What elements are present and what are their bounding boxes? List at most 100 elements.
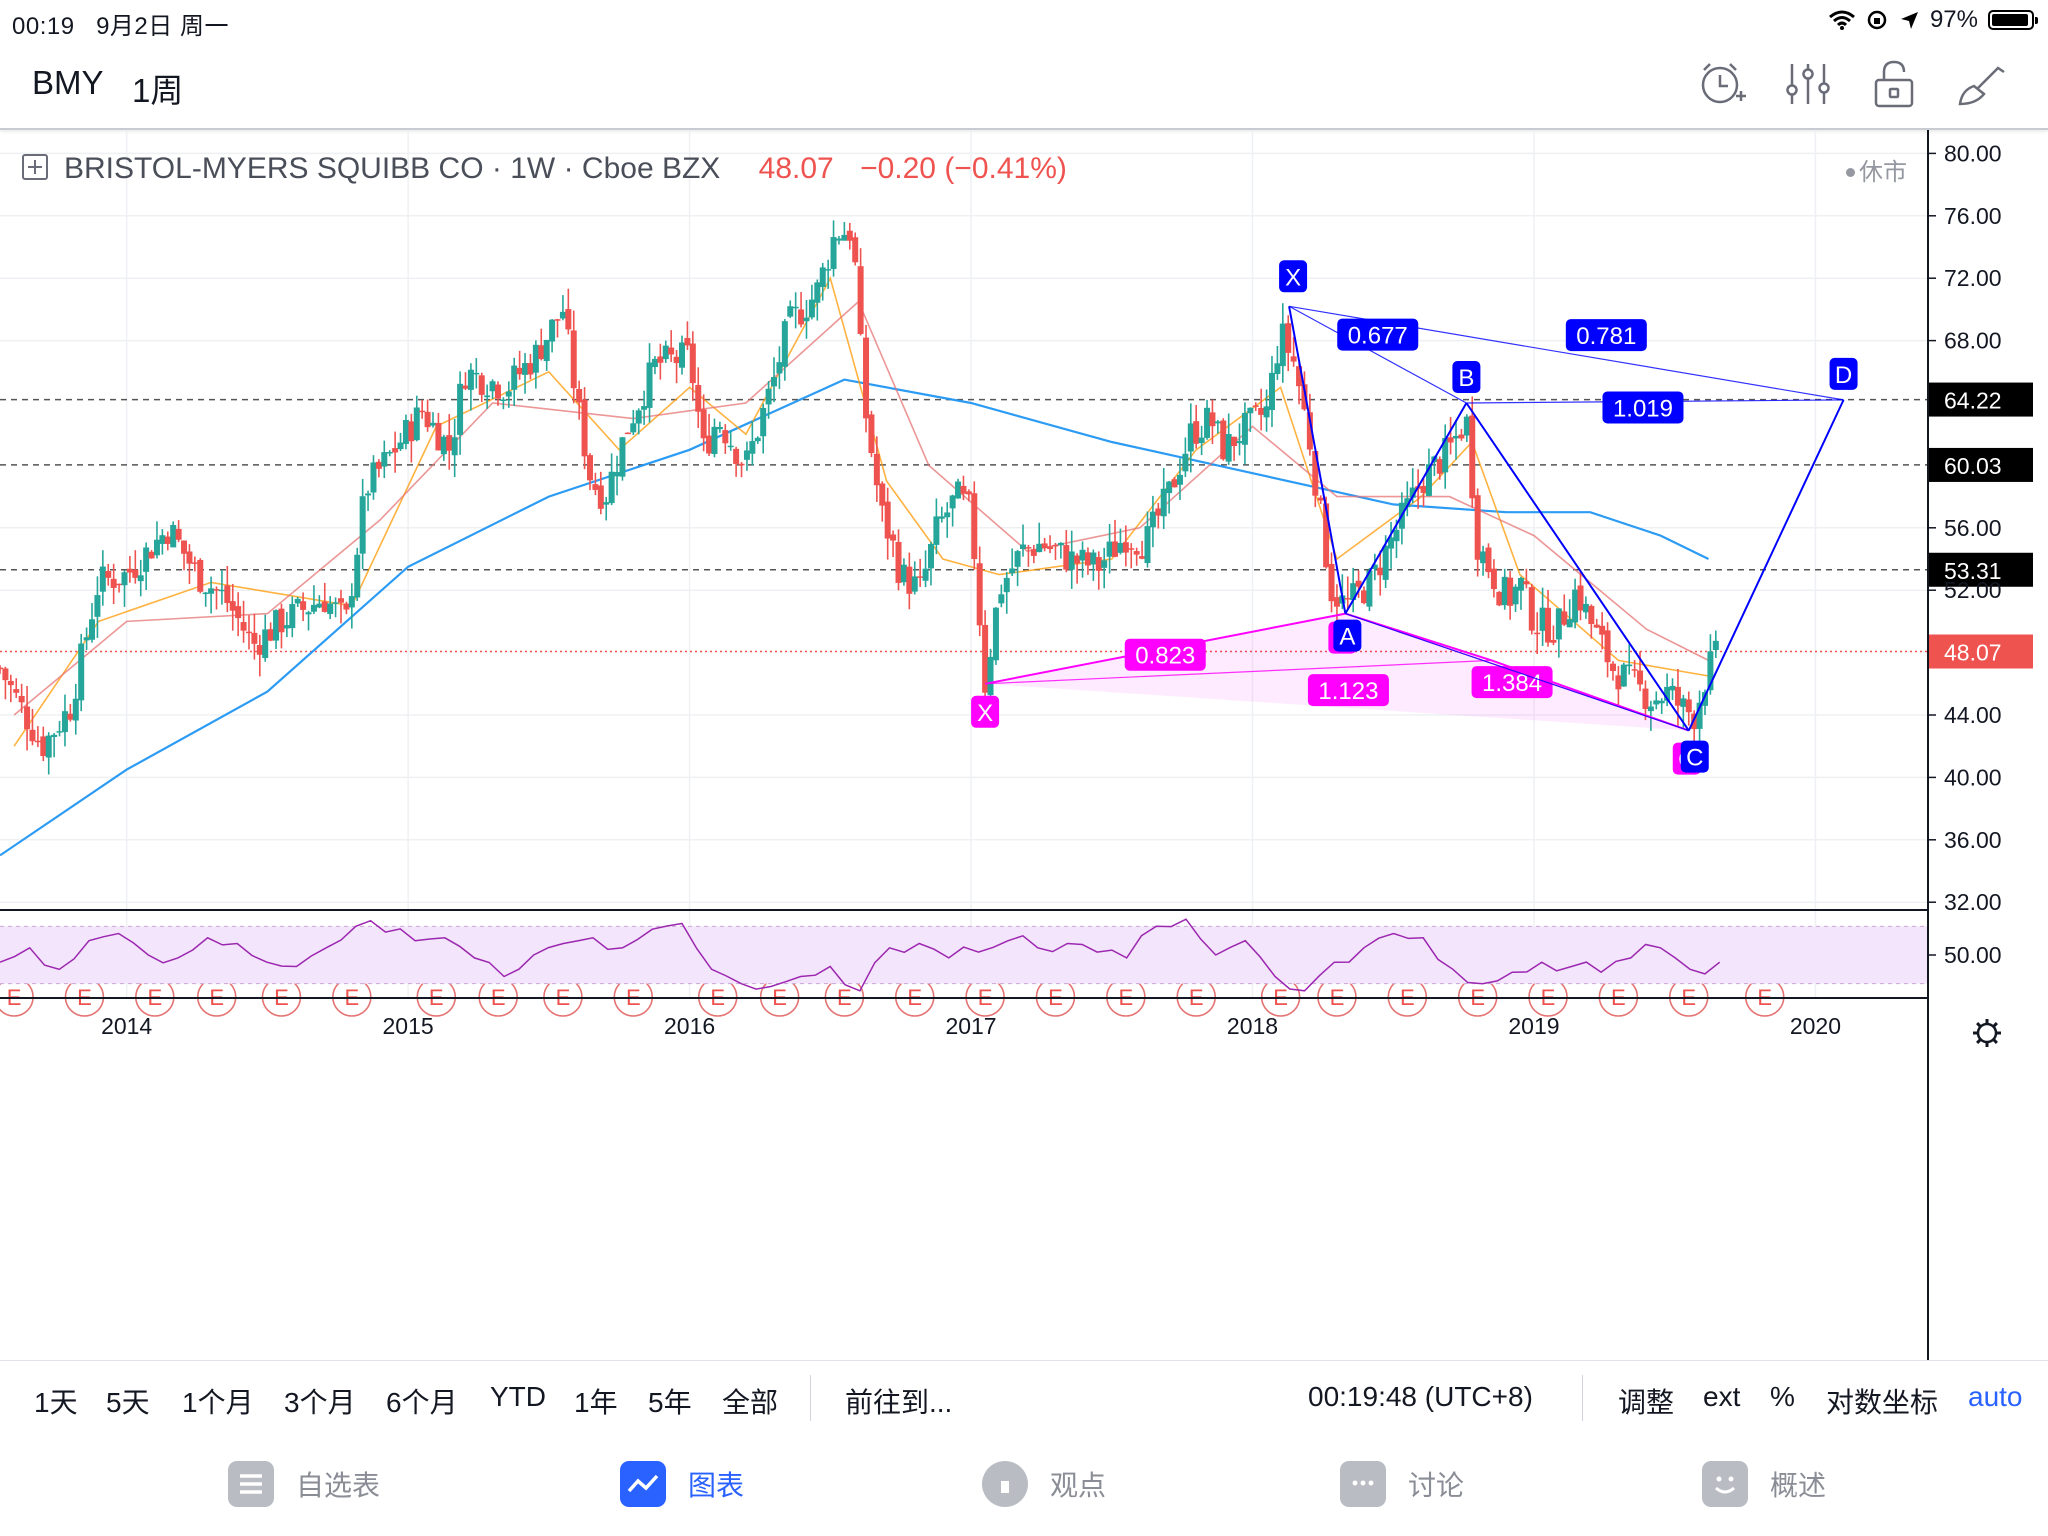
candle-body xyxy=(1539,607,1546,631)
candle-body xyxy=(1258,407,1265,415)
auto-scale-button[interactable]: auto xyxy=(1968,1381,2023,1412)
candle-body xyxy=(137,575,144,582)
candle-body xyxy=(1658,700,1665,704)
candle-body xyxy=(1241,412,1248,445)
candle-body xyxy=(446,435,453,451)
candle-body xyxy=(121,572,128,586)
pattern-point-label-box xyxy=(1333,619,1362,652)
range-1y-button[interactable]: 1年 xyxy=(574,1387,618,1418)
pattern-leg xyxy=(1288,306,1347,614)
candle-body xyxy=(559,311,566,319)
candle-body xyxy=(1496,591,1503,606)
clock-timezone[interactable]: 00:19:48 (UTC+8) xyxy=(1308,1381,1533,1412)
candle-body xyxy=(370,462,377,493)
candle-body xyxy=(1469,415,1476,499)
range-5d-button[interactable]: 5天 xyxy=(106,1387,150,1418)
candle-body xyxy=(700,409,707,439)
candle-body xyxy=(316,603,323,608)
candle-body xyxy=(1360,590,1367,604)
symbol-button[interactable]: BMY xyxy=(32,64,104,101)
price-chart[interactable]: 0.8231.1231.384XAC0.6770.7811.019XABCDEE… xyxy=(0,130,2048,1360)
candle-body xyxy=(1171,479,1178,488)
tab-chart[interactable]: 图表 xyxy=(620,1461,744,1507)
range-ytd-button[interactable]: YTD xyxy=(490,1381,546,1412)
percent-scale-button[interactable]: % xyxy=(1770,1381,1795,1412)
candle-body xyxy=(1653,700,1660,705)
indicators-icon[interactable] xyxy=(1782,58,1834,110)
candle-body xyxy=(1214,421,1221,424)
candle-body xyxy=(13,689,20,693)
candle-body xyxy=(619,437,626,477)
orientation-lock-icon xyxy=(1867,10,1887,30)
drawing-brush-icon[interactable] xyxy=(1954,58,2006,110)
candle-body xyxy=(419,410,426,413)
candle-body xyxy=(1561,611,1568,625)
candle-body xyxy=(262,629,269,659)
goto-date-button[interactable]: 前往到... xyxy=(845,1387,953,1418)
candle-body xyxy=(1566,619,1573,628)
interval-button[interactable]: 1周 xyxy=(132,72,184,109)
candle-body xyxy=(1101,560,1108,568)
tab-ideas[interactable]: 观点 xyxy=(982,1461,1106,1507)
tab-watchlist[interactable]: 自选表 xyxy=(228,1461,380,1507)
price-line-tag xyxy=(1929,382,2033,417)
settings-gear-icon[interactable] xyxy=(1973,1019,2001,1047)
range-1d-button[interactable]: 1天 xyxy=(34,1387,78,1418)
candle-body xyxy=(1447,437,1454,443)
candle-body xyxy=(24,706,31,730)
alarm-add-icon[interactable] xyxy=(1696,58,1748,110)
candle-body xyxy=(67,713,74,720)
tab-overview[interactable]: 概述 xyxy=(1702,1461,1826,1507)
candle-body xyxy=(159,535,166,544)
candle-body xyxy=(1366,570,1373,607)
log-scale-button[interactable]: 对数坐标 xyxy=(1826,1387,1939,1418)
candle-body xyxy=(614,472,621,477)
candle-body xyxy=(863,337,870,419)
candle-body xyxy=(7,680,14,686)
candle-body xyxy=(549,319,556,342)
range-bar: 1天 5天 1个月 3个月 6个月 YTD 1年 5年 全部 前往到... 00… xyxy=(0,1360,2048,1438)
candle-body xyxy=(505,391,512,397)
candle-body xyxy=(197,559,204,592)
top-toolbar: BMY 1周 xyxy=(0,40,2048,130)
candle-body xyxy=(917,576,924,578)
candle-body xyxy=(1333,597,1340,607)
candle-body xyxy=(1236,441,1243,444)
candle-body xyxy=(484,395,491,398)
range-6m-button[interactable]: 6个月 xyxy=(386,1387,458,1418)
price-line-tag-label: 60.03 xyxy=(1944,453,2002,479)
wifi-icon xyxy=(1828,10,1855,30)
range-all-button[interactable]: 全部 xyxy=(722,1387,779,1418)
candle-body xyxy=(1057,542,1064,546)
candle-body xyxy=(386,452,393,454)
candle-body xyxy=(608,471,615,504)
x-axis-label: 2018 xyxy=(1227,1013,1278,1039)
candle-body xyxy=(890,534,897,541)
lock-icon[interactable] xyxy=(1868,58,1920,110)
ext-hours-button[interactable]: ext xyxy=(1703,1381,1741,1412)
market-status-label: 休市 xyxy=(1859,159,1907,186)
candle-body xyxy=(126,568,133,573)
range-1m-button[interactable]: 1个月 xyxy=(182,1387,254,1418)
candle-body xyxy=(332,602,339,604)
candle-body xyxy=(1014,551,1021,567)
x-axis-label: 2016 xyxy=(664,1013,715,1039)
candle-body xyxy=(900,564,907,583)
range-3m-button[interactable]: 3个月 xyxy=(284,1387,356,1418)
candle-body xyxy=(1377,567,1384,576)
adjust-button[interactable]: 调整 xyxy=(1618,1387,1675,1418)
candle-body xyxy=(1128,548,1135,550)
candle-body xyxy=(327,603,334,614)
tab-discussion[interactable]: 讨论 xyxy=(1340,1461,1464,1507)
candle-body xyxy=(938,516,945,519)
candle-body xyxy=(1263,406,1270,418)
pattern-ratio-label: 0.677 xyxy=(1348,323,1408,350)
candle-body xyxy=(998,594,1005,604)
chart-area[interactable]: 0.8231.1231.384XAC0.6770.7811.019XABCDEE… xyxy=(0,130,2048,1360)
candle-body xyxy=(841,234,848,241)
candle-body xyxy=(668,347,675,355)
legend-expand-icon[interactable] xyxy=(22,154,48,180)
candle-body xyxy=(451,437,458,456)
range-5y-button[interactable]: 5年 xyxy=(648,1387,692,1418)
candle-body xyxy=(45,735,52,758)
